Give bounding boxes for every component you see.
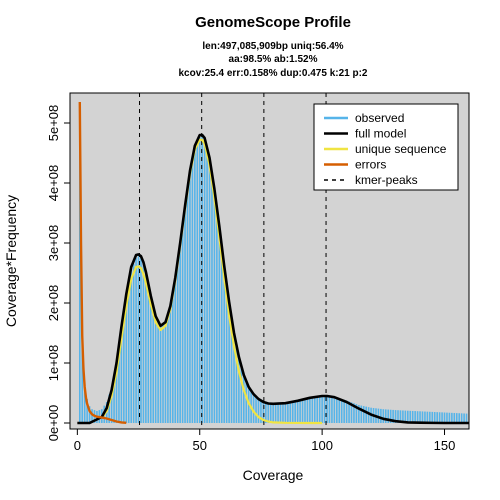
legend-label: unique sequence: [355, 142, 447, 156]
plot-frame: [69, 92, 470, 430]
legend-label: kmer-peaks: [355, 173, 418, 187]
y-tick-label: 4e+08: [46, 165, 61, 202]
chart-subtitle-line-2: aa:98.5% ab:1.52%: [229, 54, 318, 65]
x-tick-label: 0: [74, 438, 81, 453]
chart-title: GenomeScope Profile: [195, 14, 351, 31]
full-model-line: [77, 133, 469, 425]
chart-subtitle-line-3: kcov:25.4 err:0.158% dup:0.475 k:21 p:2: [179, 68, 368, 79]
y-tick-label: 3e+08: [46, 225, 61, 262]
y-tick-label: 0e+00: [46, 405, 61, 442]
y-axis-label: Coverage*Frequency: [3, 195, 19, 327]
x-tick-label: 150: [434, 438, 456, 453]
errors-line: [78, 101, 127, 425]
legend-label: errors: [355, 158, 386, 172]
chart-subtitle-line-1: len:497,085,909bp uniq:56.4%: [202, 41, 343, 52]
y-tick-label: 1e+08: [46, 345, 61, 382]
x-axis-label: Coverage: [243, 467, 304, 483]
x-tick-label: 100: [311, 438, 333, 453]
legend-label: observed: [355, 111, 404, 125]
x-tick-label: 50: [193, 438, 207, 453]
y-tick-label: 2e+08: [46, 285, 61, 322]
y-tick-label: 5e+08: [46, 105, 61, 142]
legend-label: full model: [355, 127, 406, 141]
